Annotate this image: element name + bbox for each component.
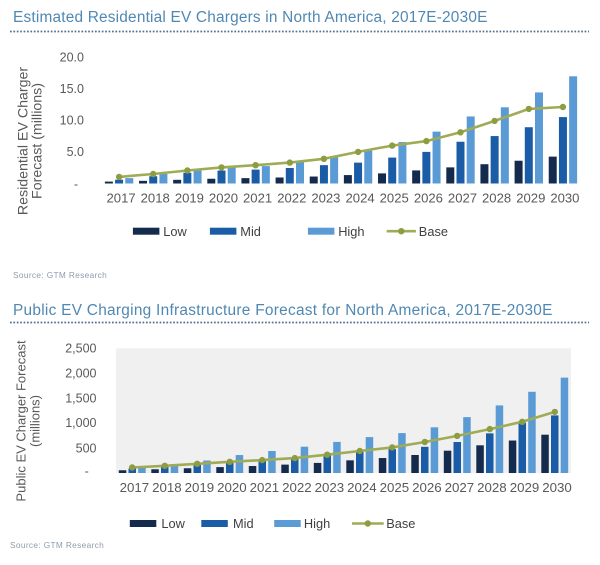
svg-text:1,500: 1,500 [65,392,96,406]
svg-text:2028: 2028 [482,191,511,206]
svg-text:2021: 2021 [250,480,280,495]
svg-text:Mid: Mid [240,224,261,239]
svg-text:2017: 2017 [120,480,150,495]
svg-text:2024: 2024 [347,480,377,495]
svg-text:-: - [85,465,89,479]
svg-text:2029: 2029 [516,191,545,206]
svg-text:2018: 2018 [152,480,182,495]
svg-text:2026: 2026 [414,191,443,206]
svg-text:Forecast (millions): Forecast (millions) [30,83,46,199]
svg-text:2,000: 2,000 [65,367,96,381]
svg-text:10.0: 10.0 [60,114,84,128]
svg-text:2023: 2023 [311,191,340,206]
svg-text:2022: 2022 [282,480,312,495]
svg-text:2018: 2018 [141,191,170,206]
svg-text:Source: GTM Research: Source: GTM Research [10,540,104,550]
svg-text:2021: 2021 [243,191,272,206]
svg-text:2027: 2027 [448,191,477,206]
svg-text:Base: Base [419,224,448,239]
svg-text:Low: Low [161,516,185,531]
svg-text:2025: 2025 [380,191,409,206]
svg-text:500: 500 [76,441,97,455]
svg-text:2020: 2020 [217,480,247,495]
svg-text:Source: GTM Research: Source: GTM Research [13,270,107,280]
svg-text:2020: 2020 [209,191,238,206]
svg-text:2024: 2024 [346,191,375,206]
svg-text:Base: Base [386,516,415,531]
svg-text:Mid: Mid [233,516,254,531]
svg-text:-: - [74,178,78,192]
svg-text:Public EV Charger Forecast: Public EV Charger Forecast [14,340,29,502]
svg-text:High: High [338,224,364,239]
svg-text:2019: 2019 [185,480,215,495]
svg-text:High: High [304,516,330,531]
svg-text:Residential EV Charger: Residential EV Charger [16,67,32,216]
svg-text:15.0: 15.0 [60,82,84,96]
svg-text:2,500: 2,500 [65,342,96,356]
svg-text:2028: 2028 [477,480,507,495]
svg-text:2029: 2029 [510,480,540,495]
svg-text:2030: 2030 [550,191,579,206]
svg-text:2026: 2026 [412,480,442,495]
svg-text:1,000: 1,000 [65,416,96,430]
svg-text:2025: 2025 [380,480,410,495]
svg-text:5.0: 5.0 [67,145,84,159]
svg-text:(millions): (millions) [28,395,43,447]
svg-text:2030: 2030 [542,480,572,495]
svg-text:Estimated Residential EV Charg: Estimated Residential EV Chargers in Nor… [13,9,488,26]
svg-text:2017: 2017 [107,191,136,206]
svg-text:20.0: 20.0 [60,50,84,64]
svg-text:2022: 2022 [277,191,306,206]
svg-text:Low: Low [163,224,187,239]
svg-text:Public EV Charging Infrastruct: Public EV Charging Infrastructure Foreca… [13,302,553,319]
svg-text:2027: 2027 [445,480,475,495]
svg-text:2023: 2023 [315,480,345,495]
svg-text:2019: 2019 [175,191,204,206]
